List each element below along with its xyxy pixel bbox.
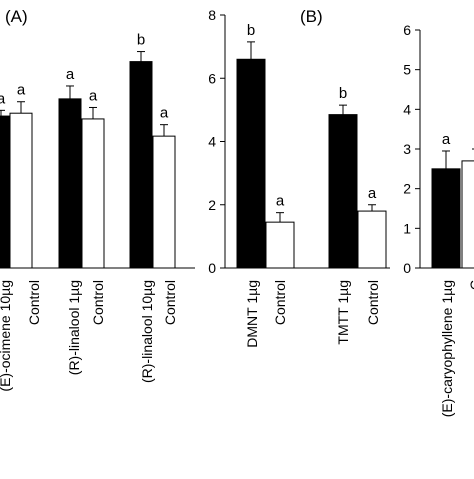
panel-b-y-tick-label: 2 — [208, 197, 216, 213]
panel-a-significance-label: a — [66, 66, 75, 83]
panel-c: 0 1 2 3 4 5 6 a (E)-caryophyllene 1µg C — [403, 22, 474, 417]
panel-b-category-label: TMTT 1µg — [335, 280, 351, 345]
panel-c-marks: 0 1 2 3 4 5 6 a (E)-caryophyllene 1µg C — [403, 22, 474, 417]
panel-b-y-tick-label: 6 — [208, 70, 216, 86]
panel-b-significance-label: a — [368, 185, 377, 202]
panel-c-y-tick-label: 4 — [403, 101, 411, 117]
panel-c-y-tick-label: 5 — [403, 62, 411, 78]
panel-a-bar — [81, 118, 105, 269]
panel-c-category-label: C — [467, 280, 474, 290]
panel-b: (B) 0 2 4 6 8 b DMNT 1µg a Control b TMTT 1µg a Cont… — [208, 7, 390, 348]
panel-b-bar — [328, 114, 358, 269]
panel-a-category-label: Control — [162, 280, 178, 325]
panel-a-bar — [152, 135, 176, 269]
panel-a-category-label: Control — [26, 280, 42, 325]
panel-a-significance-label: a — [17, 82, 26, 99]
panel-a-significance-label: a — [160, 105, 169, 122]
panel-a-label: (A) — [5, 7, 28, 26]
panel-b-bar — [357, 210, 387, 269]
panel-a-category-label: (E)-ocimene 10µg — [0, 280, 13, 392]
panel-a-bar — [129, 61, 153, 269]
panel-c-significance-label: a — [442, 131, 451, 148]
panel-b-y-tick-label: 4 — [208, 134, 216, 150]
panel-b-bar — [265, 221, 295, 269]
panel-c-y-tick-label: 2 — [403, 181, 411, 197]
panel-a-significance-label: a — [89, 87, 98, 104]
panel-c-bar — [431, 168, 461, 269]
panel-b-y-tick-label: 8 — [208, 7, 216, 23]
panel-b-y-tick-label: 0 — [208, 260, 216, 276]
panel-b-bar — [236, 58, 266, 269]
panel-a-category-label: Control — [90, 280, 106, 325]
panel-a-category-label: (R)-linalool 1µg — [66, 280, 82, 375]
panel-c-category-label: (E)-caryophyllene 1µg — [439, 280, 455, 417]
panel-a-significance-label: b — [137, 32, 145, 49]
panel-c-y-tick-label: 1 — [403, 220, 411, 236]
panel-b-category-label: Control — [365, 280, 381, 325]
panel-b-label: (B) — [300, 7, 323, 26]
panel-a: (A) a (E)-ocimene 10µg a Control a (R)-linalo… — [0, 7, 195, 392]
panel-b-significance-label: a — [276, 193, 285, 210]
panel-b-category-label: DMNT 1µg — [244, 280, 260, 348]
panel-c-y-tick-label: 0 — [403, 260, 411, 276]
panel-b-significance-label: b — [247, 22, 255, 39]
panel-b-category-label: Control — [272, 280, 288, 325]
panel-b-marks: 0 2 4 6 8 b DMNT 1µg a Control b TMTT 1µg a Control — [208, 7, 390, 348]
panel-b-significance-label: b — [339, 85, 347, 102]
panel-a-category-label: (R)-linalool 10µg — [139, 280, 155, 383]
panel-a-significance-label: a — [0, 90, 6, 107]
panel-c-y-tick-label: 6 — [403, 22, 411, 38]
panel-a-bar — [9, 112, 33, 269]
panel-a-marks: a (E)-ocimene 10µg a Control a (R)-linalool 1… — [0, 32, 195, 392]
panel-c-bar — [461, 160, 474, 269]
panel-a-bar — [58, 98, 82, 269]
panel-c-y-tick-label: 3 — [403, 141, 411, 157]
